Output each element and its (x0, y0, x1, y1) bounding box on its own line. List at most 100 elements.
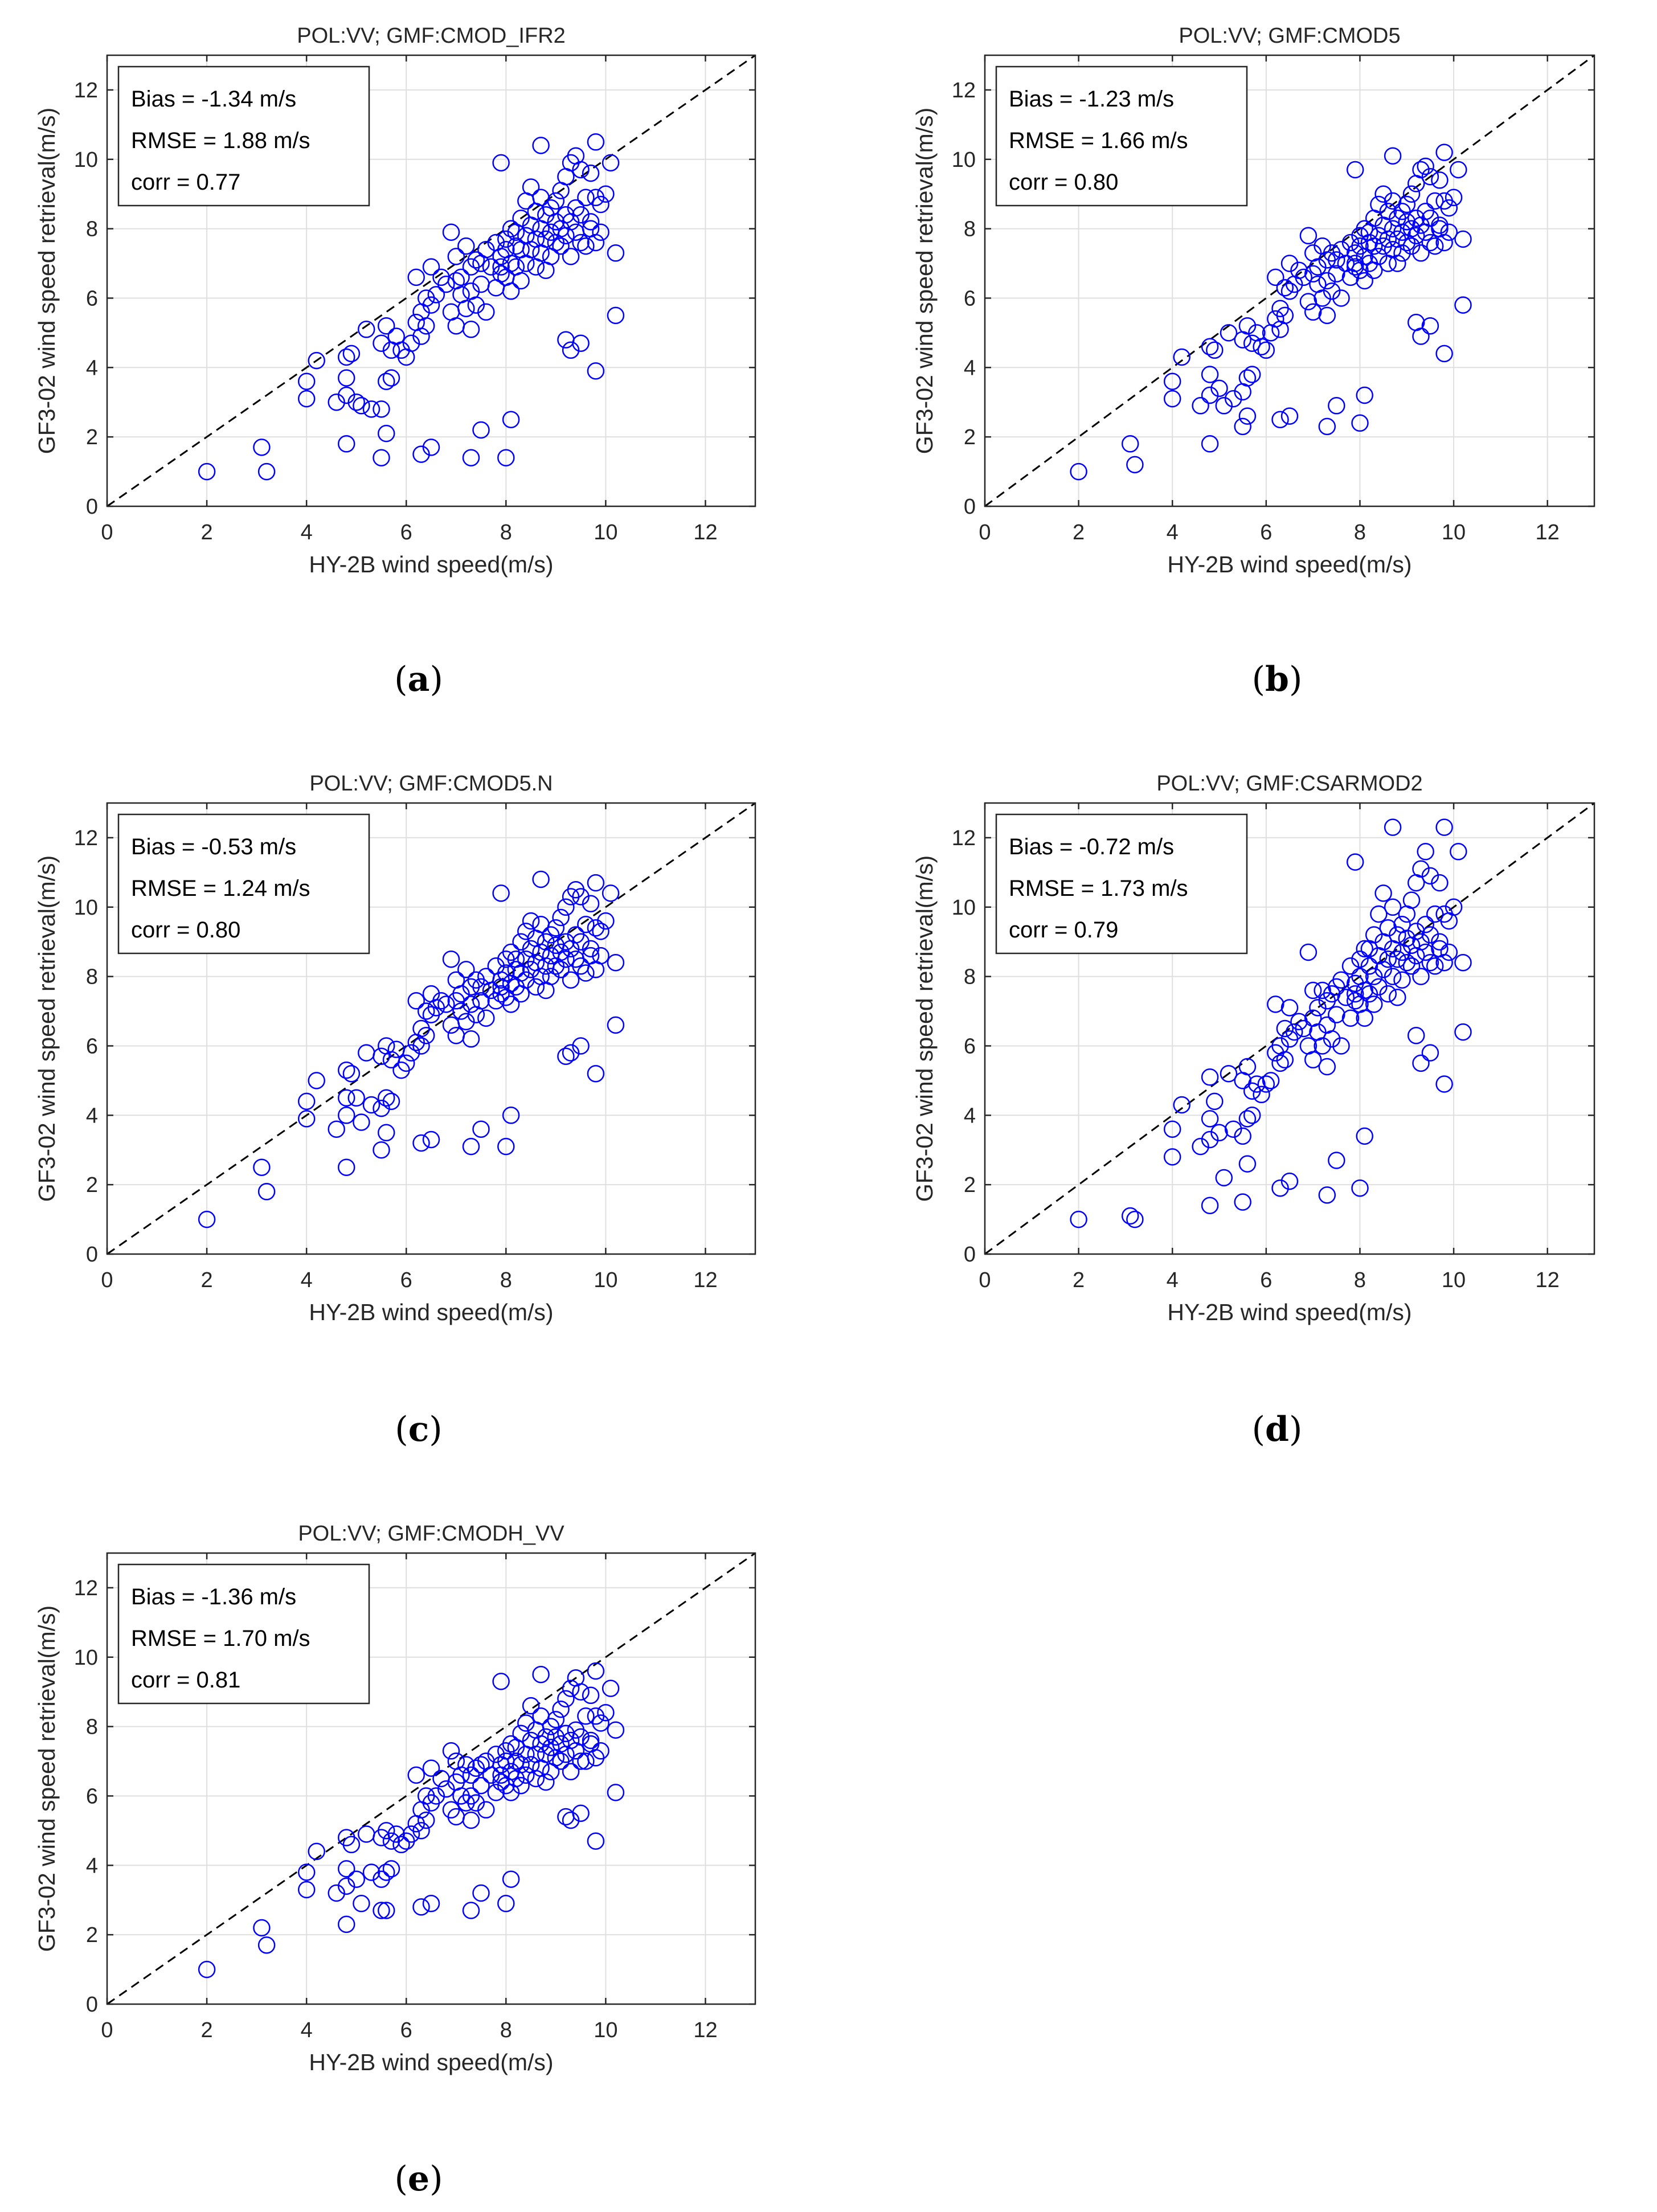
data-point (373, 334, 390, 352)
scatter-panel-e: 0 2 4 6 8 10 12 0 2 4 6 8 10 12 POL:VV; GMF:CMODH_VV HY… (34, 1522, 756, 2199)
data-point (1201, 1197, 1219, 1214)
data-point (1360, 957, 1378, 975)
data-point (377, 1089, 395, 1107)
data-point (457, 961, 475, 978)
data-point (472, 1120, 490, 1138)
data-point (1398, 953, 1416, 972)
data-point (1379, 950, 1397, 968)
data-point (562, 1731, 580, 1750)
data-point (373, 1141, 390, 1159)
data-point (1323, 1030, 1341, 1048)
data-point (587, 362, 605, 380)
data-point (417, 1002, 435, 1020)
data-point (1435, 345, 1453, 363)
data-point (1450, 843, 1467, 861)
data-point (607, 1721, 625, 1739)
data-point (557, 1808, 575, 1826)
data-point (1070, 462, 1087, 481)
x-tick-label: 12 (693, 521, 717, 544)
data-point (462, 996, 480, 1013)
data-point (1421, 926, 1439, 944)
y-tick-label: 6 (964, 1034, 976, 1058)
data-point (582, 1731, 600, 1750)
data-point (517, 1766, 535, 1784)
data-point (1299, 227, 1318, 245)
data-point (253, 1919, 271, 1937)
data-point (1201, 1068, 1219, 1086)
x-tick-label: 12 (693, 2018, 717, 2042)
data-point (1220, 324, 1238, 342)
data-point (1421, 1044, 1439, 1062)
y-tick-label: 12 (74, 79, 98, 103)
y-tick-label: 6 (86, 286, 98, 310)
data-point (492, 258, 510, 276)
reference-line (107, 802, 756, 1255)
data-point (1337, 988, 1355, 1006)
x-tick-label: 10 (594, 521, 617, 544)
subfigure-paren-close: ) (429, 2159, 443, 2199)
data-point (1440, 223, 1458, 241)
data-point (412, 1037, 430, 1055)
subfigure-paren-open: ( (1252, 659, 1265, 699)
data-point (1234, 1127, 1251, 1145)
data-point (1421, 317, 1439, 335)
data-point (502, 255, 520, 272)
y-tick-label: 8 (86, 1715, 98, 1739)
data-point (1346, 853, 1364, 871)
data-point (562, 248, 580, 265)
x-tick-label: 10 (594, 1268, 617, 1292)
data-point (337, 435, 355, 453)
data-point (1267, 996, 1284, 1013)
data-point (1280, 407, 1299, 425)
reference-line (107, 1552, 756, 2005)
y-tick-label: 6 (86, 1784, 98, 1808)
data-point (387, 1825, 405, 1843)
x-tick-label: 10 (1442, 521, 1466, 544)
data-point (257, 1183, 276, 1201)
x-tick-label: 2 (201, 1268, 213, 1292)
data-point (1341, 1009, 1360, 1027)
data-point (572, 206, 590, 224)
y-axis-label: GF3-02 wind speed retrieval(m/s) (34, 1605, 60, 1952)
data-point (427, 286, 445, 304)
data-point (347, 393, 365, 411)
panel-title: POL:VV; GMF:CMODH_VV (298, 1522, 564, 1546)
data-point (1393, 223, 1411, 241)
data-point (1379, 230, 1397, 248)
data-point (532, 1665, 550, 1683)
data-point (1412, 244, 1430, 262)
data-point (347, 1089, 365, 1107)
subfigure-label: (d) (1252, 1410, 1303, 1449)
data-point (1192, 397, 1209, 415)
data-point (1243, 334, 1261, 352)
x-tick-label: 6 (400, 1268, 412, 1292)
x-tick-label: 2 (201, 2018, 213, 2042)
data-point (562, 1763, 580, 1781)
data-point (577, 964, 595, 982)
data-point (407, 992, 425, 1010)
data-point (427, 1787, 445, 1805)
data-point (1374, 185, 1392, 203)
data-point (1435, 234, 1453, 252)
data-point (547, 1711, 565, 1728)
data-point (1328, 397, 1345, 415)
data-point (1267, 310, 1284, 328)
x-axis-label: HY-2B wind speed(m/s) (309, 551, 553, 577)
data-point (562, 1044, 580, 1062)
data-point (412, 1134, 430, 1152)
data-point (257, 462, 276, 481)
data-point (607, 1784, 625, 1801)
data-point (547, 192, 565, 210)
data-point (1173, 348, 1190, 366)
subfigure-letter: c (408, 1410, 429, 1449)
data-point (472, 978, 490, 996)
data-point (297, 372, 316, 390)
data-point (1271, 1054, 1289, 1072)
data-point (527, 1769, 545, 1788)
x-axis-label: HY-2B wind speed(m/s) (1167, 1299, 1411, 1325)
data-point (602, 1680, 620, 1697)
data-point (1163, 390, 1181, 408)
data-point (1243, 366, 1261, 383)
data-point (297, 1881, 316, 1899)
data-point (1238, 369, 1257, 387)
